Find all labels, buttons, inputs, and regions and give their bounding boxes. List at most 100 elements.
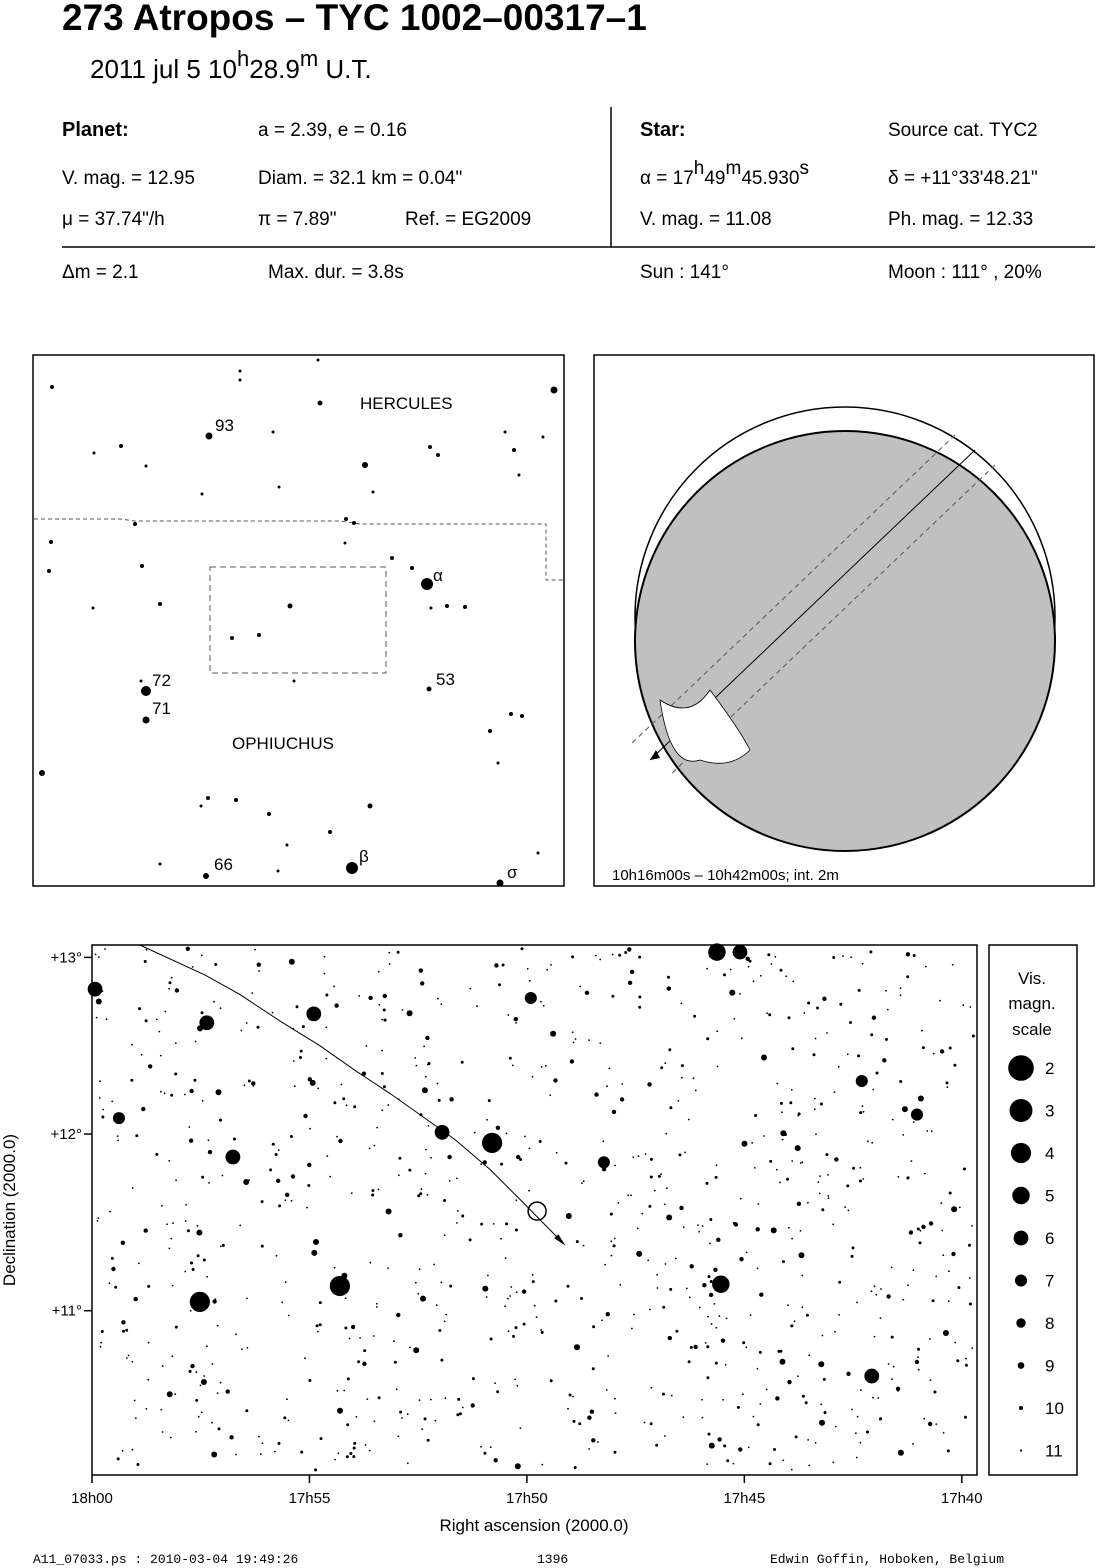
background-star: [554, 1299, 558, 1303]
background-star: [610, 1240, 613, 1243]
background-star: [584, 990, 590, 995]
background-star: [314, 1468, 318, 1472]
alpha-part: m: [726, 158, 742, 179]
background-star: [607, 1355, 609, 1357]
background-star: [528, 979, 531, 982]
background-star: [399, 1410, 403, 1414]
background-star: [827, 1174, 829, 1176]
background-star: [779, 968, 783, 972]
background-star: [749, 1314, 752, 1316]
alpha-part: 49: [704, 168, 725, 189]
background-star: [885, 989, 887, 992]
background-star: [927, 1421, 933, 1427]
background-star: [483, 1451, 487, 1455]
background-star: [804, 1401, 808, 1405]
background-star: [395, 1388, 398, 1391]
background-star: [747, 965, 750, 968]
background-star: [617, 1202, 620, 1204]
background-star: [417, 1194, 421, 1198]
background-star: [352, 1455, 356, 1459]
background-star: [135, 1134, 139, 1138]
finder-star: [316, 358, 320, 362]
background-star: [781, 1138, 784, 1141]
background-star: [235, 1453, 238, 1456]
background-star: [935, 1275, 938, 1278]
background-star: [378, 1003, 381, 1006]
background-star: [768, 1462, 772, 1466]
background-star: [770, 963, 773, 965]
finder-star: [230, 636, 234, 640]
legend-label: 9: [1045, 1357, 1054, 1376]
x-tick-label: 17h40: [941, 1490, 983, 1507]
background-star: [381, 1049, 383, 1052]
background-star: [745, 956, 750, 961]
field-box: [209, 566, 387, 674]
background-star: [500, 1162, 504, 1166]
background-star: [166, 1391, 173, 1398]
background-star: [588, 1039, 590, 1041]
background-star: [448, 1180, 451, 1182]
background-star: [480, 1445, 482, 1448]
background-star: [364, 1444, 367, 1446]
background-star: [323, 955, 326, 958]
background-star: [397, 1435, 400, 1438]
star: [87, 981, 103, 997]
legend-label: 4: [1045, 1144, 1054, 1163]
background-star: [971, 1034, 975, 1038]
background-star: [473, 1131, 476, 1134]
background-star: [674, 1257, 677, 1260]
background-star: [935, 1423, 938, 1425]
background-star: [739, 1197, 742, 1200]
background-star: [143, 1228, 148, 1233]
background-star: [574, 1344, 580, 1351]
background-star: [504, 1305, 506, 1308]
background-star: [753, 1167, 756, 1169]
background-star: [912, 1121, 915, 1123]
background-star: [614, 1164, 616, 1167]
background-star: [518, 1465, 521, 1468]
background-star: [287, 1314, 290, 1317]
background-star: [595, 954, 597, 957]
background-star: [687, 1360, 691, 1364]
background-star: [689, 1264, 694, 1269]
background-star: [191, 1268, 195, 1271]
legend-marker: [1019, 1406, 1023, 1410]
star: [864, 1368, 880, 1384]
background-star: [664, 1062, 667, 1065]
background-star: [348, 1337, 351, 1340]
background-star: [514, 1326, 518, 1330]
background-star: [408, 1168, 412, 1172]
background-star: [907, 1176, 910, 1179]
background-star: [599, 1042, 602, 1044]
background-star: [160, 1090, 162, 1093]
background-star: [170, 1093, 174, 1097]
date: 2011 jul 5 10h28.9m U.T.: [90, 46, 372, 84]
background-star: [437, 997, 439, 1000]
background-star: [116, 1457, 120, 1461]
background-star: [759, 1292, 764, 1297]
background-star: [890, 1335, 894, 1339]
planet-label: Planet:: [62, 119, 129, 141]
background-star: [643, 1421, 646, 1424]
background-star: [494, 1382, 496, 1384]
background-star: [875, 1071, 879, 1075]
background-star: [641, 1212, 644, 1215]
background-star: [579, 985, 582, 988]
background-star: [588, 1448, 590, 1450]
background-star: [382, 993, 387, 999]
background-star: [350, 1324, 356, 1330]
background-star: [968, 1243, 971, 1247]
background-star: [923, 1417, 926, 1420]
background-star: [948, 1046, 952, 1050]
background-star: [369, 1261, 372, 1264]
background-star: [926, 1130, 929, 1132]
background-star: [325, 993, 329, 997]
background-star: [190, 1261, 193, 1265]
background-star: [284, 1199, 287, 1202]
background-star: [823, 1411, 827, 1415]
background-star: [458, 1412, 462, 1416]
background-star: [507, 1330, 510, 1333]
background-star: [522, 1322, 526, 1326]
background-star: [709, 1280, 713, 1283]
